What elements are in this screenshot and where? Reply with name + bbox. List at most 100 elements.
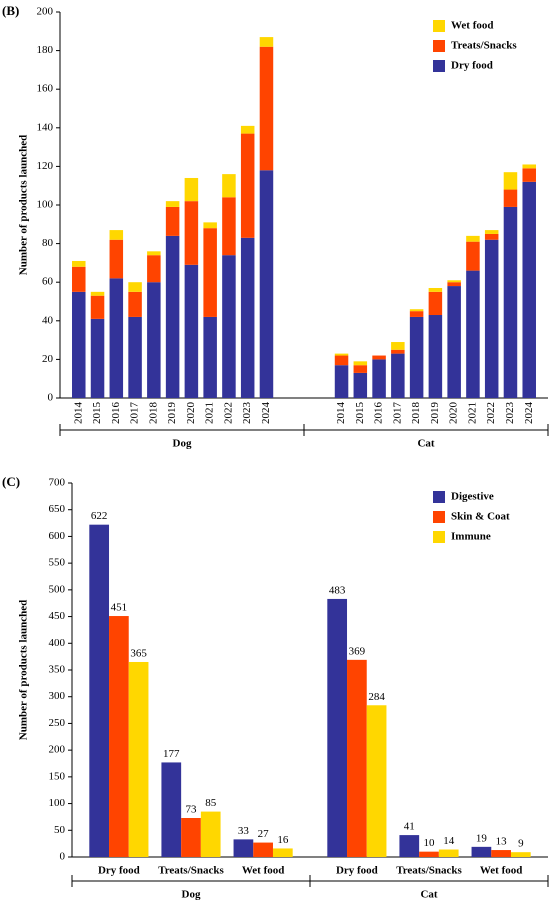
x-tick-label: 2021 bbox=[466, 402, 478, 424]
bar-segment bbox=[165, 206, 180, 236]
y-tick-label: 40 bbox=[42, 314, 54, 326]
bar-segment bbox=[334, 365, 349, 398]
x-tick-label: 2019 bbox=[166, 402, 178, 425]
x-tick-label: Treats/Snacks bbox=[396, 865, 462, 877]
bar bbox=[272, 848, 293, 857]
x-tick-label: Dry food bbox=[98, 865, 140, 877]
bar-segment bbox=[90, 318, 105, 398]
y-tick-label: 0 bbox=[60, 851, 66, 863]
y-tick-label: 50 bbox=[54, 824, 66, 836]
data-label: 33 bbox=[238, 825, 250, 837]
y-tick-label: 400 bbox=[49, 637, 66, 649]
bar-segment bbox=[90, 295, 105, 319]
bar-segment bbox=[128, 316, 142, 398]
bar-segment bbox=[353, 365, 368, 373]
bar-segment bbox=[184, 264, 199, 398]
bar-segment bbox=[259, 46, 274, 171]
x-tick-label: 2016 bbox=[110, 402, 122, 425]
legend-label: Skin & Coat bbox=[451, 511, 510, 523]
bar-segment bbox=[466, 270, 480, 398]
bar-segment bbox=[522, 164, 536, 169]
y-tick-label: 0 bbox=[48, 392, 54, 404]
bar bbox=[253, 842, 273, 857]
data-label: 19 bbox=[476, 832, 488, 844]
bar-segment bbox=[334, 355, 349, 366]
bar-segment bbox=[503, 189, 518, 207]
bar-segment bbox=[522, 168, 536, 182]
x-tick-label: 2017 bbox=[129, 402, 141, 425]
bar-segment bbox=[259, 37, 274, 47]
bar-segment bbox=[128, 282, 142, 292]
bar-segment bbox=[353, 372, 368, 398]
bar-segment bbox=[259, 170, 274, 398]
y-tick-label: 20 bbox=[42, 353, 54, 365]
bar-segment bbox=[203, 316, 217, 398]
y-tick-label: 60 bbox=[42, 276, 54, 288]
x-tick-label: 2024 bbox=[260, 402, 272, 425]
bar-segment bbox=[203, 228, 217, 317]
group-label: Dog bbox=[182, 889, 201, 901]
panel-label: (C) bbox=[2, 474, 20, 489]
bar-segment bbox=[72, 260, 86, 267]
data-label: 85 bbox=[205, 797, 217, 809]
bar-segment bbox=[165, 201, 180, 207]
bar-segment bbox=[484, 239, 499, 398]
bar-segment bbox=[184, 177, 199, 202]
x-tick-label: 2024 bbox=[523, 402, 535, 425]
legend-label: Treats/Snacks bbox=[451, 40, 517, 52]
bar bbox=[327, 598, 348, 857]
bar-segment bbox=[409, 316, 424, 398]
y-tick-label: 700 bbox=[49, 477, 66, 489]
bar bbox=[471, 846, 492, 857]
bar-segment bbox=[372, 359, 386, 398]
bar-segment bbox=[109, 239, 124, 279]
x-tick-label: 2020 bbox=[185, 402, 197, 425]
x-tick-label: Treats/Snacks bbox=[158, 865, 224, 877]
bar-segment bbox=[165, 235, 180, 398]
data-label: 13 bbox=[496, 836, 508, 848]
bar-segment bbox=[503, 206, 518, 398]
bar-segment bbox=[240, 237, 255, 398]
y-tick-label: 500 bbox=[49, 583, 66, 595]
bar-segment bbox=[391, 349, 405, 354]
data-label: 41 bbox=[404, 821, 415, 833]
y-tick-label: 200 bbox=[37, 6, 54, 18]
x-tick-label: 2014 bbox=[335, 402, 347, 425]
legend-label: Wet food bbox=[451, 20, 493, 32]
data-label: 483 bbox=[329, 584, 346, 596]
legend-swatch bbox=[433, 40, 445, 52]
y-tick-label: 160 bbox=[37, 83, 54, 95]
x-tick-label: Wet food bbox=[480, 865, 522, 877]
panel-label: (B) bbox=[2, 3, 19, 18]
y-tick-label: 140 bbox=[37, 121, 54, 133]
bar-segment bbox=[72, 266, 86, 292]
bar bbox=[438, 849, 459, 857]
bar-segment bbox=[240, 133, 255, 238]
bar-segment bbox=[466, 241, 480, 271]
group-label: Dog bbox=[173, 438, 192, 450]
y-tick-label: 350 bbox=[49, 664, 66, 676]
bar-segment bbox=[428, 291, 443, 316]
legend-swatch bbox=[433, 511, 445, 523]
y-tick-label: 200 bbox=[49, 744, 66, 756]
bar-segment bbox=[484, 230, 499, 234]
data-label: 16 bbox=[277, 834, 289, 846]
data-label: 27 bbox=[258, 828, 270, 840]
data-label: 451 bbox=[111, 602, 128, 614]
bar-segment bbox=[222, 255, 236, 398]
data-label: 365 bbox=[130, 648, 147, 660]
bar bbox=[89, 524, 110, 857]
group-label: Cat bbox=[420, 889, 437, 901]
bar bbox=[233, 839, 254, 857]
y-tick-label: 300 bbox=[49, 690, 66, 702]
legend-swatch bbox=[433, 60, 445, 72]
y-tick-label: 600 bbox=[49, 530, 66, 542]
bar-segment bbox=[240, 125, 255, 134]
bar-segment bbox=[391, 353, 405, 398]
x-tick-label: 2018 bbox=[410, 402, 422, 425]
bar-segment bbox=[522, 181, 536, 398]
data-label: 9 bbox=[518, 838, 524, 850]
bar-segment bbox=[203, 222, 217, 229]
data-label: 369 bbox=[349, 645, 366, 657]
bar-segment bbox=[128, 291, 142, 317]
